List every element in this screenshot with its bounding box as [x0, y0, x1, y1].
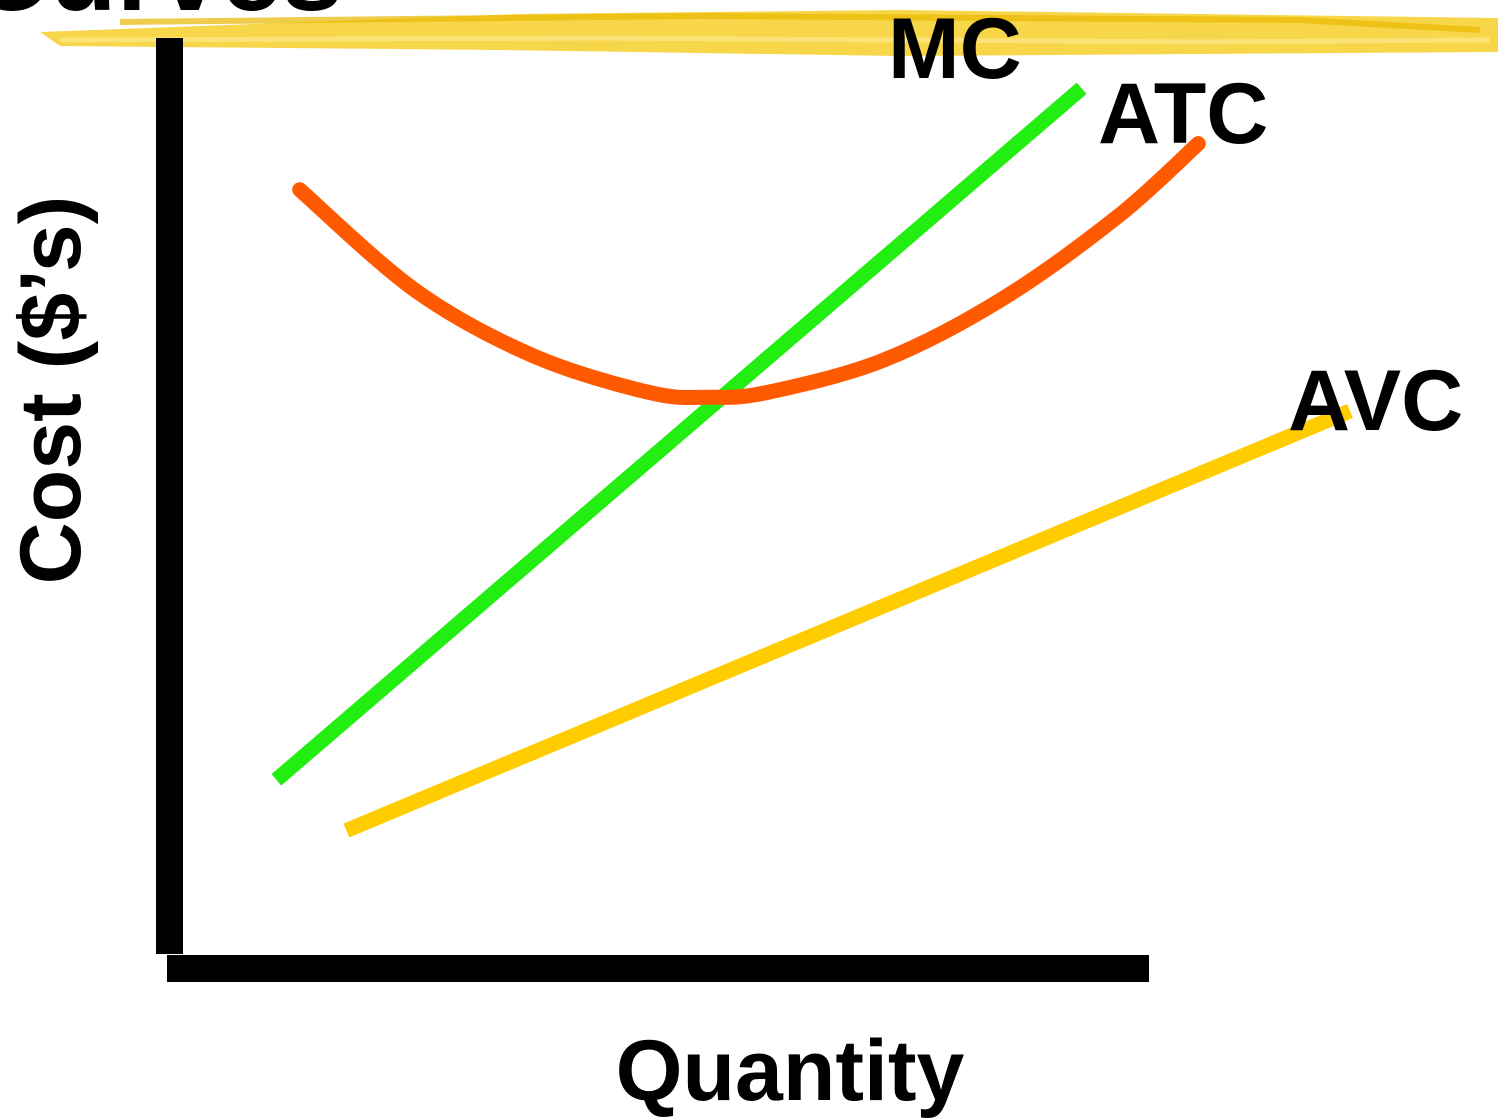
avc-label: AVC [1288, 353, 1463, 449]
x-axis-label: Quantity [616, 1023, 965, 1119]
mc-curve [271, 82, 1087, 786]
atc-label: ATC [1098, 66, 1268, 162]
y-axis-line [156, 38, 183, 954]
avc-curve [343, 404, 1353, 838]
y-axis-label: Cost ($’s) [3, 196, 99, 585]
x-axis-line [167, 955, 1149, 982]
title-underline-stroke [40, 10, 1498, 56]
mc-label: MC [888, 1, 1022, 97]
atc-curve [292, 136, 1206, 406]
